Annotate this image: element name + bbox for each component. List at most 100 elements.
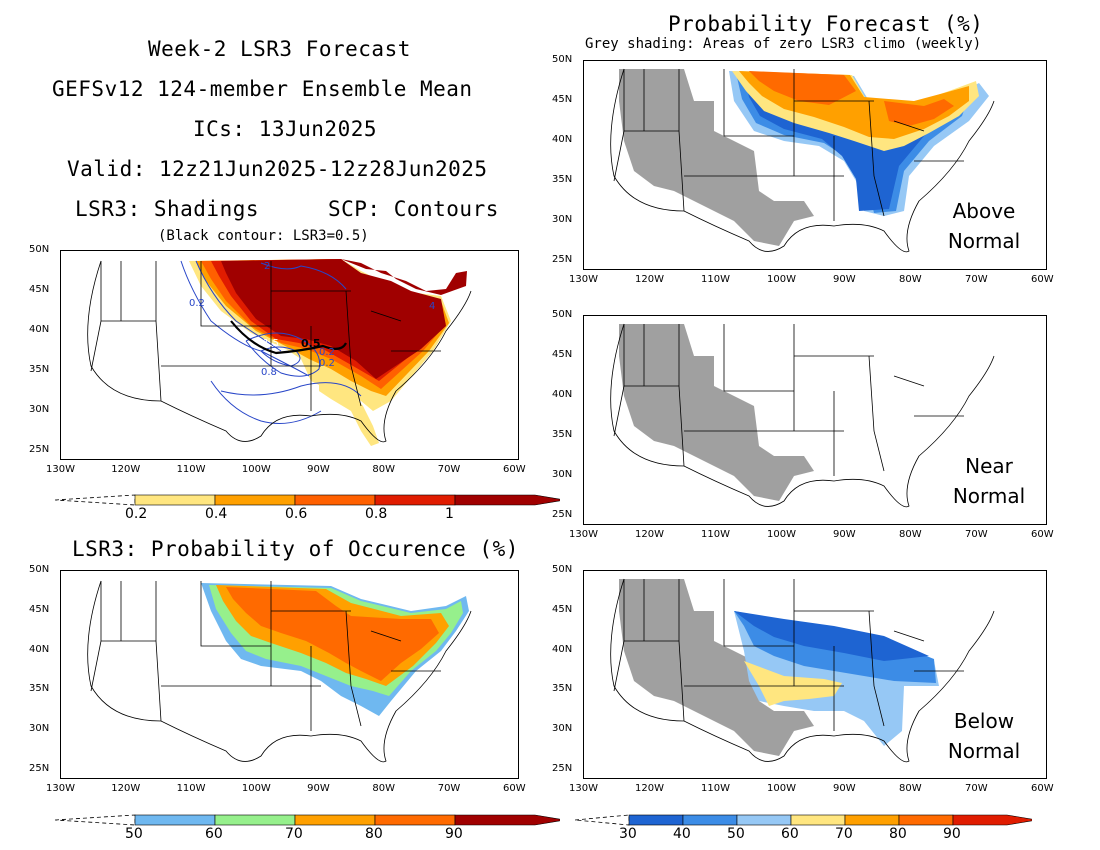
state-borders-5: [610, 578, 995, 763]
lon-tick-label: 70W: [965, 529, 988, 540]
below-line-1: Below: [953, 709, 1015, 733]
contour-label-4: 4: [429, 301, 435, 312]
lat-tick-label: 35N: [552, 429, 573, 440]
colorbar-segment: [134, 814, 216, 826]
lon-tick-label: 100W: [767, 783, 796, 794]
state-borders: [87, 260, 472, 443]
lat-tick-label: 40N: [552, 134, 573, 145]
lon-tick-label: 60W: [1031, 274, 1054, 285]
title-line-3: ICs: 13Jun2025: [193, 117, 378, 141]
colorbar-probability: 30 40 50 60 70 80 90: [570, 810, 1038, 844]
lon-tick-label: 120W: [635, 274, 664, 285]
title-line-1: Week-2 LSR3 Forecast: [148, 37, 411, 61]
lon-tick-label: 80W: [899, 783, 922, 794]
lon-tick-label: 60W: [1031, 529, 1054, 540]
colorbar-label: 1: [445, 506, 454, 522]
colorbar-label: 50: [125, 826, 143, 842]
lon-tick-label: 90W: [833, 274, 856, 285]
shadings-label: LSR3: Shadings: [75, 197, 260, 221]
zero-climo-area-3: [619, 579, 814, 756]
lon-tick-label: 80W: [372, 464, 396, 475]
scp-contours: [180, 260, 362, 424]
lat-tick-label: 30N: [29, 404, 50, 415]
lon-tick-label: 110W: [701, 274, 730, 285]
colorbar-low-triangle: [54, 494, 136, 506]
contours-label: SCP: Contours: [328, 197, 499, 221]
lsr3-0.5-contour: [230, 320, 347, 355]
lon-tick-label: 120W: [635, 529, 664, 540]
zero-climo-area: [619, 69, 814, 246]
lon-tick-label: 60W: [1031, 783, 1054, 794]
lsr3-shading: [189, 259, 467, 446]
lon-tick-label: 130W: [569, 529, 598, 540]
contour-label-0.2c: 0.2: [319, 358, 335, 369]
above-normal-label: Above Normal: [934, 196, 1034, 256]
contour-label-2: 2: [264, 261, 270, 272]
lon-tick-label: 110W: [701, 529, 730, 540]
lon-tick-label: 70W: [437, 783, 461, 794]
lon-tick-label: 110W: [176, 464, 206, 475]
contour-label-1.5: 1.5: [263, 338, 279, 349]
colorbar-label: 90: [445, 826, 463, 842]
lat-tick-label: 25N: [29, 444, 50, 455]
colorbar-segment: [294, 814, 376, 826]
title-line-2: GEFSv12 124-member Ensemble Mean: [52, 77, 473, 101]
lon-tick-label: 100W: [241, 783, 271, 794]
colorbar-segment: [952, 814, 1038, 826]
colorbar-segment: [294, 494, 376, 506]
colorbar-segment: [214, 494, 296, 506]
lat-tick-label: 35N: [29, 683, 50, 695]
lon-tick-label: 100W: [767, 274, 796, 285]
lat-tick-label: 50N: [552, 309, 573, 320]
map-below-normal: Below Normal: [583, 570, 1047, 779]
lat-tick-label: 35N: [552, 174, 573, 185]
lon-tick-label: 90W: [307, 783, 330, 794]
colorbar-label: 50: [727, 826, 745, 842]
lat-tick-label: 30N: [552, 469, 573, 480]
lon-tick-label: 130W: [569, 783, 598, 794]
near-normal-label: Near Normal: [934, 451, 1044, 511]
lat-tick-label: 40N: [29, 324, 50, 335]
near-line-2: Normal: [952, 484, 1026, 508]
lat-tick-label: 45N: [29, 603, 50, 615]
lat-tick-label: 30N: [552, 214, 573, 225]
colorbar-lsr3: 0.2 0.4 0.6 0.8 1: [50, 490, 566, 524]
below-normal-shading: [734, 611, 939, 746]
lon-tick-label: 110W: [701, 783, 730, 794]
lat-tick-label: 25N: [552, 763, 573, 774]
colorbar-segment: [790, 814, 846, 826]
lon-tick-label: 110W: [176, 783, 206, 794]
contour-label-0.5: 0.5: [301, 337, 321, 350]
lon-tick-label: 60W: [503, 783, 526, 794]
title-line-4: Valid: 12z21Jun2025-12z28Jun2025: [67, 157, 488, 181]
map-above-normal: Above Normal: [583, 60, 1047, 270]
colorbar-segment: [134, 494, 216, 506]
lat-tick-label: 40N: [552, 389, 573, 400]
lon-tick-label: 90W: [833, 529, 856, 540]
colorbar-label: 40: [673, 826, 691, 842]
colorbar-segment: [214, 814, 296, 826]
colorbar-label: 70: [835, 826, 853, 842]
colorbar-low-triangle: [54, 814, 136, 826]
lat-tick-label: 45N: [552, 349, 573, 360]
lat-tick-label: 35N: [552, 683, 573, 695]
colorbar-label: 80: [365, 826, 383, 842]
colorbar-label: 30: [619, 826, 637, 842]
colorbar-label: 0.2: [125, 506, 148, 522]
lon-tick-label: 70W: [437, 464, 461, 475]
state-borders-3: [610, 68, 995, 253]
lat-tick-label: 50N: [552, 54, 573, 65]
lat-tick-label: 50N: [29, 244, 50, 255]
colorbar-segment: [374, 494, 456, 506]
probability-subtitle: Grey shading: Areas of zero LSR3 climo (…: [585, 36, 982, 52]
zero-climo-area-2: [619, 324, 814, 501]
occurrence-title: LSR3: Probability of Occurence (%): [72, 537, 519, 561]
colorbar-segment: [374, 814, 456, 826]
lon-tick-label: 130W: [569, 274, 598, 285]
contour-label-0.8: 0.8: [261, 367, 277, 378]
map-occurrence: [60, 570, 519, 779]
colorbar-label: 0.4: [205, 506, 228, 522]
lat-tick-label: 25N: [552, 509, 573, 520]
lat-tick-label: 45N: [29, 284, 50, 295]
above-line-2: Normal: [947, 229, 1021, 253]
